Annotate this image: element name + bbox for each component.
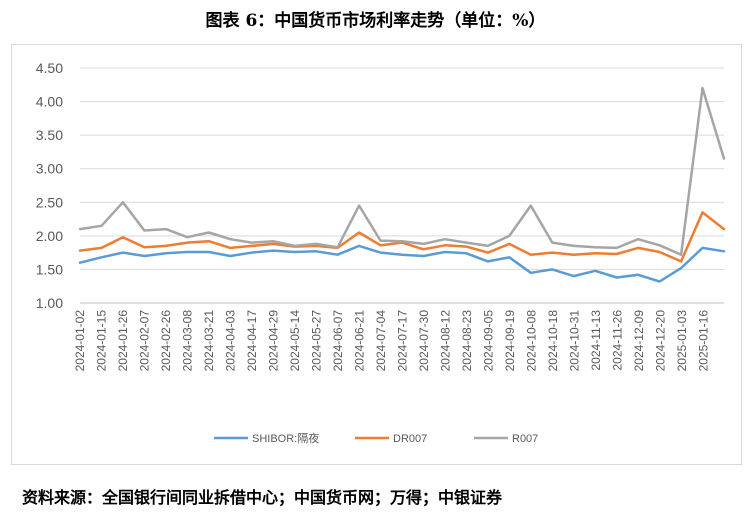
y-axis-ticks: 1.00 1.50 2.00 2.50 3.00 3.50 4.00 4.50 (36, 60, 63, 311)
x-tick-label: 2024-01-26 (116, 310, 130, 372)
x-tick-label: 2024-07-04 (374, 310, 388, 372)
x-tick-label: 2025-01-16 (697, 310, 711, 372)
y-tick-label: 4.00 (36, 94, 63, 110)
y-tick-label: 1.00 (36, 295, 63, 311)
x-tick-label: 2024-07-30 (417, 310, 431, 372)
chart-title: 图表 6：中国货币市场利率走势（单位：%） (205, 11, 546, 31)
y-tick-label: 4.50 (36, 60, 63, 76)
series-lines (78, 86, 726, 283)
x-axis-ticks: 2024-01-02 2024-01-15 2024-01-26 2024-02-07… (73, 310, 711, 372)
x-tick-label: 2024-07-17 (396, 310, 410, 372)
gridlines (80, 67, 724, 304)
x-tick-label: 2024-03-21 (202, 310, 216, 372)
x-tick-label: 2024-05-27 (310, 310, 324, 372)
x-tick-label: 2024-09-05 (482, 310, 496, 372)
x-tick-label: 2024-11-26 (611, 310, 625, 371)
x-tick-label: 2024-12-09 (632, 310, 646, 372)
x-tick-label: 2024-06-07 (331, 310, 345, 372)
legend-label: SHIBOR:隔夜 (252, 431, 319, 445)
x-tick-label: 2024-11-13 (589, 310, 603, 371)
y-tick-label: 3.00 (36, 161, 63, 177)
x-tick-label: 2024-08-23 (460, 310, 474, 372)
x-tick-label: 2024-08-12 (439, 310, 453, 372)
y-tick-label: 2.00 (36, 228, 63, 244)
x-tick-label: 2024-04-29 (267, 310, 281, 372)
chart-frame (11, 44, 742, 465)
line-chart: 1.00 1.50 2.00 2.50 3.00 3.50 4.00 4.50 2024-01… (36, 60, 726, 445)
x-tick-label: 2024-12-20 (654, 310, 668, 372)
x-tick-label: 2024-02-07 (138, 310, 152, 372)
x-tick-label: 2024-04-17 (245, 310, 259, 372)
x-tick-label: 2024-10-08 (525, 310, 539, 372)
x-tick-label: 2024-01-15 (95, 310, 109, 372)
x-tick-label: 2024-09-19 (503, 310, 517, 372)
y-tick-label: 1.50 (36, 261, 63, 277)
source-note: 资料来源：全国银行间同业拆借中心；中国货币网；万得；中银证券 (22, 488, 503, 507)
y-tick-label: 3.50 (36, 127, 63, 143)
x-tick-label: 2024-03-08 (181, 310, 195, 372)
legend-label: R007 (512, 433, 538, 445)
x-tick-label: 2024-06-21 (353, 310, 367, 372)
x-tick-label: 2024-05-14 (288, 310, 302, 372)
x-tick-label: 2024-01-02 (73, 310, 87, 372)
x-tick-label: 2025-01-03 (675, 310, 689, 372)
legend-label: DR007 (393, 433, 427, 445)
legend: SHIBOR:隔夜 DR007 R007 (214, 431, 538, 445)
x-tick-label: 2024-10-31 (568, 310, 582, 372)
y-tick-label: 2.50 (36, 194, 63, 210)
x-tick-label: 2024-10-18 (546, 310, 560, 372)
x-tick-label: 2024-02-26 (159, 310, 173, 372)
series-line-3 (78, 86, 726, 256)
x-tick-label: 2024-04-03 (224, 310, 238, 372)
